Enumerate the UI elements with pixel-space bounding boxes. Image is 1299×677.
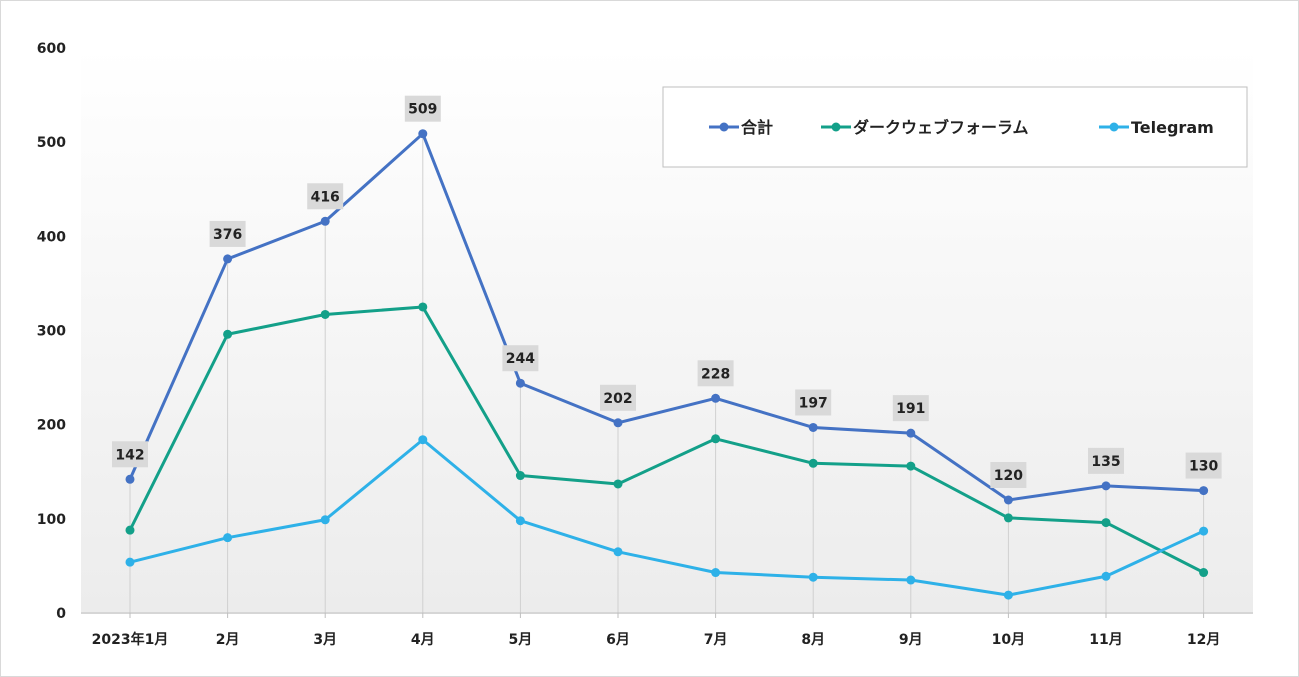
data-point <box>418 435 428 445</box>
data-point <box>808 458 818 468</box>
data-point <box>125 525 135 535</box>
data-point <box>613 547 623 557</box>
data-label-box <box>209 220 246 247</box>
series-line <box>128 305 1205 574</box>
data-point <box>906 461 916 471</box>
x-tick-label: 9月 <box>899 632 923 648</box>
data-point <box>515 378 525 388</box>
data-point <box>1199 486 1209 496</box>
data-point <box>1003 495 1013 505</box>
data-label: 197 <box>799 395 828 411</box>
data-label-box <box>795 389 832 416</box>
data-label: 376 <box>213 227 242 243</box>
data-point <box>223 533 233 543</box>
data-point <box>1003 513 1013 523</box>
data-label: 135 <box>1091 454 1120 470</box>
legend-label: Telegram <box>1131 118 1214 137</box>
y-tick-label: 300 <box>37 324 66 340</box>
data-label: 130 <box>1189 459 1218 475</box>
data-label: 120 <box>994 468 1023 484</box>
data-point <box>1003 590 1013 600</box>
data-label: 509 <box>408 102 437 118</box>
data-label: 244 <box>506 351 535 367</box>
x-tick-label: 6月 <box>606 632 630 648</box>
data-point <box>320 515 330 525</box>
data-point <box>320 309 330 319</box>
data-point <box>320 216 330 226</box>
data-point <box>711 434 721 444</box>
y-tick-label: 0 <box>56 606 66 622</box>
legend-label: ダークウェブフォーラム <box>853 118 1029 137</box>
x-tick-label: 10月 <box>992 632 1025 648</box>
y-tick-label: 600 <box>37 41 66 57</box>
legend-label: 合計 <box>741 118 773 137</box>
data-label-box <box>1088 447 1124 474</box>
data-point <box>125 474 135 484</box>
data-point <box>1101 481 1111 491</box>
data-point <box>223 254 233 264</box>
data-label-box <box>600 384 636 411</box>
data-label: 416 <box>311 189 340 205</box>
data-point <box>1199 568 1209 578</box>
x-tick-label: 5月 <box>509 632 533 648</box>
data-point <box>808 422 818 432</box>
legend-box <box>662 86 1248 168</box>
data-point <box>613 479 623 489</box>
data-label-box <box>1185 452 1222 479</box>
data-point <box>125 557 135 567</box>
data-label-box <box>892 395 929 422</box>
data-point <box>418 129 428 139</box>
x-tick-label: 11月 <box>1089 632 1122 648</box>
x-tick-label: 2023年1月 <box>92 631 169 648</box>
data-point <box>906 575 916 585</box>
data-point <box>1101 571 1111 581</box>
data-point <box>711 393 721 403</box>
data-label-box <box>112 441 148 468</box>
data-label-box <box>404 95 441 122</box>
x-tick-label: 7月 <box>704 632 728 648</box>
data-label-box <box>990 462 1027 488</box>
y-tick-label: 500 <box>37 135 66 151</box>
data-label: 142 <box>115 447 144 463</box>
data-point <box>808 572 818 582</box>
legend-swatch-marker <box>831 122 841 132</box>
data-point <box>515 471 525 481</box>
legend-swatch-marker <box>1109 122 1119 132</box>
data-point <box>418 302 428 312</box>
data-point <box>1199 526 1209 536</box>
data-label: 191 <box>896 401 925 417</box>
data-point <box>613 418 623 428</box>
series-line <box>128 132 1204 502</box>
data-label-box <box>697 360 734 387</box>
series-line <box>129 438 1205 597</box>
x-tick-label: 4月 <box>411 632 435 648</box>
x-tick-label: 12月 <box>1187 632 1220 648</box>
data-point <box>1101 518 1111 528</box>
data-point <box>223 329 233 339</box>
y-tick-label: 100 <box>37 512 66 528</box>
data-label: 202 <box>603 391 632 407</box>
data-label: 228 <box>701 366 730 382</box>
data-point <box>906 428 916 438</box>
data-point <box>515 516 525 526</box>
y-tick-label: 200 <box>37 418 66 434</box>
y-tick-label: 400 <box>37 229 66 245</box>
x-tick-label: 8月 <box>801 632 825 648</box>
data-label-box <box>502 345 539 372</box>
x-tick-label: 2月 <box>216 632 240 648</box>
legend-swatch-marker <box>719 122 729 132</box>
x-tick-label: 3月 <box>313 632 337 648</box>
data-point <box>711 568 721 578</box>
data-label-box <box>307 183 344 210</box>
